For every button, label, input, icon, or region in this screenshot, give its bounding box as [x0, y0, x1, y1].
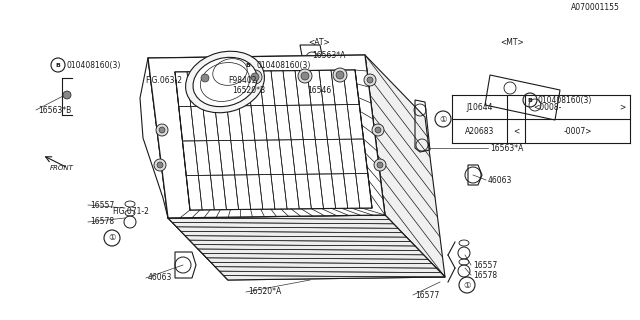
Text: 16520*A: 16520*A [248, 287, 281, 297]
Text: <AT>: <AT> [308, 37, 330, 46]
Circle shape [301, 72, 309, 80]
Circle shape [248, 70, 262, 84]
Text: J10644: J10644 [467, 102, 493, 111]
Polygon shape [148, 58, 228, 280]
Circle shape [375, 127, 381, 133]
Text: 16563*A: 16563*A [312, 51, 346, 60]
Circle shape [364, 74, 376, 86]
Text: 010408160(3): 010408160(3) [538, 95, 593, 105]
Text: <0008-: <0008- [533, 102, 562, 111]
Polygon shape [175, 70, 372, 210]
Text: F98402: F98402 [228, 76, 257, 84]
Text: 16578: 16578 [473, 270, 497, 279]
Text: <: < [513, 126, 519, 135]
Circle shape [159, 127, 165, 133]
Circle shape [333, 68, 347, 82]
Text: ①: ① [439, 115, 447, 124]
Circle shape [201, 74, 209, 82]
Circle shape [198, 71, 212, 85]
Text: FIG.063-2: FIG.063-2 [145, 76, 182, 84]
Text: 010408160(3): 010408160(3) [66, 60, 120, 69]
Text: A070001155: A070001155 [571, 3, 620, 12]
Circle shape [154, 159, 166, 171]
Text: 16563*B: 16563*B [38, 106, 71, 115]
Text: -0007>: -0007> [563, 126, 592, 135]
Polygon shape [148, 55, 385, 218]
Text: FRONT: FRONT [50, 165, 74, 171]
Ellipse shape [186, 51, 264, 113]
Text: <MT>: <MT> [500, 37, 524, 46]
Polygon shape [365, 55, 445, 277]
Circle shape [251, 73, 259, 81]
Text: B: B [246, 62, 250, 68]
Text: >: > [619, 102, 625, 111]
Text: ①: ① [108, 234, 116, 243]
Circle shape [157, 162, 163, 168]
Circle shape [298, 69, 312, 83]
Circle shape [63, 91, 71, 99]
Circle shape [336, 71, 344, 79]
Polygon shape [168, 215, 445, 280]
Text: 16520*B: 16520*B [232, 85, 265, 94]
Text: 16546: 16546 [307, 85, 332, 94]
Text: B: B [56, 62, 60, 68]
Text: ①: ① [463, 281, 471, 290]
Polygon shape [175, 70, 372, 210]
Text: FIG.071-2: FIG.071-2 [112, 207, 149, 217]
Text: 16557: 16557 [90, 201, 115, 210]
Text: 16557: 16557 [473, 260, 497, 269]
Text: 46063: 46063 [148, 274, 172, 283]
Text: 46063: 46063 [488, 175, 513, 185]
Circle shape [374, 159, 386, 171]
Text: B: B [527, 98, 532, 102]
Circle shape [377, 162, 383, 168]
Text: 16578: 16578 [90, 218, 114, 227]
Text: A20683: A20683 [465, 126, 494, 135]
Circle shape [156, 124, 168, 136]
Circle shape [367, 77, 373, 83]
Circle shape [372, 124, 384, 136]
Polygon shape [148, 55, 385, 218]
Polygon shape [168, 215, 445, 280]
Text: 16563*A: 16563*A [490, 143, 524, 153]
Text: 010408160(3): 010408160(3) [256, 60, 310, 69]
Text: 16577: 16577 [415, 291, 439, 300]
Ellipse shape [193, 57, 257, 107]
